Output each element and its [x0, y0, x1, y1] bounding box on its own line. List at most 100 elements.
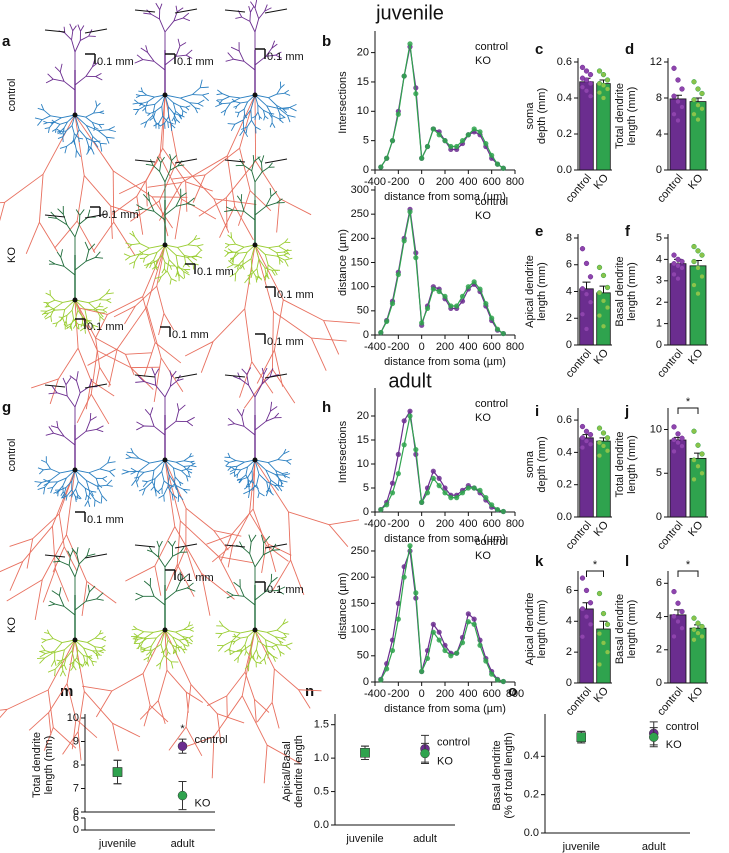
y-axis-label: Total dendrite	[614, 83, 626, 149]
neuron-branch	[265, 274, 270, 280]
neuron-branch	[71, 30, 74, 40]
neuron-branch	[95, 337, 126, 355]
neuron-branch	[53, 117, 62, 123]
y-tick-label: 10	[357, 105, 369, 117]
data-point	[483, 300, 489, 307]
pia-mark	[84, 213, 108, 219]
soma	[72, 112, 78, 118]
neuron-branch	[143, 469, 155, 473]
x-tick-label: -400	[364, 176, 386, 188]
neuron-branch	[273, 311, 312, 339]
neuron-branch	[229, 96, 241, 99]
neuron-branch	[265, 469, 276, 475]
neuron-branch	[56, 392, 68, 397]
soma	[72, 297, 78, 303]
neuron-branch	[263, 535, 271, 544]
y-tick-label: 5	[656, 232, 662, 244]
neuron-branch	[146, 115, 154, 122]
data-point	[695, 290, 701, 297]
neuron-branch	[145, 264, 150, 269]
x-tick-label: 200	[436, 518, 454, 530]
neuron-branch	[261, 162, 263, 172]
neuron-branch	[96, 102, 101, 107]
x-tick-label: control	[564, 685, 594, 718]
neuron-branch	[248, 6, 251, 13]
neuron-branch	[230, 46, 240, 52]
neuron-branch	[158, 276, 162, 283]
data-point	[604, 435, 611, 441]
neuron-branch	[143, 208, 155, 212]
neuron-branch	[121, 471, 129, 475]
y-tick-label: 0	[656, 677, 662, 689]
neuron-branch	[94, 633, 100, 639]
data-point	[675, 256, 681, 263]
data-point	[424, 490, 431, 496]
neuron-branch	[133, 261, 136, 269]
neuron-branch	[50, 659, 56, 667]
neuron-branch	[250, 273, 253, 278]
neuron-branch	[56, 130, 61, 133]
y-axis-label: length (mm)	[626, 435, 638, 494]
neuron-branch	[188, 637, 194, 643]
neuron-branch	[96, 654, 99, 660]
neuron-branch	[277, 459, 287, 462]
data-point	[378, 507, 384, 513]
neuron-branch	[95, 478, 99, 485]
neuron-branch	[55, 555, 61, 562]
neuron-branch	[143, 342, 156, 377]
neuron-branch	[6, 579, 43, 602]
neuron-branch	[258, 492, 265, 497]
neuron-branch	[200, 86, 209, 89]
data-point	[600, 298, 607, 304]
neuron-branch	[164, 556, 173, 568]
neuron-branch	[283, 252, 289, 256]
series-label: KO	[195, 797, 211, 809]
neuron-branch	[0, 202, 6, 222]
neuron-branch	[255, 126, 261, 131]
neuron-branch	[96, 308, 103, 311]
data-point	[679, 608, 685, 615]
neuron-branch	[181, 468, 188, 472]
neuron-branch	[188, 470, 193, 474]
neuron-branch	[240, 644, 246, 650]
data-point	[600, 95, 607, 101]
significance-bracket	[677, 407, 699, 414]
y-tick-label: 250	[351, 545, 369, 557]
neuron-branch	[232, 251, 237, 259]
neuron-branch	[173, 112, 177, 120]
x-tick-label: 600	[482, 688, 500, 700]
neuron-branch	[189, 102, 196, 109]
neuron-branch	[177, 646, 182, 649]
neuron-branch	[177, 647, 181, 652]
neuron-branch	[243, 164, 252, 172]
series-label: KO	[666, 739, 682, 751]
y-axis-label: distance (µm)	[337, 573, 349, 640]
neuron-branch	[185, 684, 192, 728]
neuron-branch	[158, 556, 166, 568]
neuron-branch	[265, 590, 278, 592]
neuron-branch	[242, 644, 252, 651]
data-point	[500, 678, 506, 685]
y-tick-label: 6	[73, 812, 79, 824]
neuron-branch	[58, 587, 62, 596]
neuron-branch	[58, 316, 63, 318]
neuron-branch	[283, 632, 290, 635]
neuron-branch	[283, 473, 291, 476]
neuron-branch	[167, 121, 169, 128]
neuron-branch	[143, 253, 150, 256]
neuron-branch	[63, 664, 67, 671]
x-tick-label: -200	[387, 176, 409, 188]
neuron-branch	[244, 636, 249, 645]
neuron-branch	[98, 302, 101, 307]
neuron-branch	[86, 125, 99, 132]
neuron-branch	[298, 689, 311, 709]
panel-letter: l	[625, 553, 629, 570]
data-point	[419, 320, 425, 326]
neuron-branch	[240, 636, 248, 639]
neuron-branch	[176, 374, 181, 381]
neuron-branch	[273, 299, 284, 351]
neuron-branch	[106, 136, 115, 139]
neuron-branch	[92, 221, 115, 252]
neuron-branch	[154, 375, 157, 386]
neuron-branch	[175, 196, 182, 207]
